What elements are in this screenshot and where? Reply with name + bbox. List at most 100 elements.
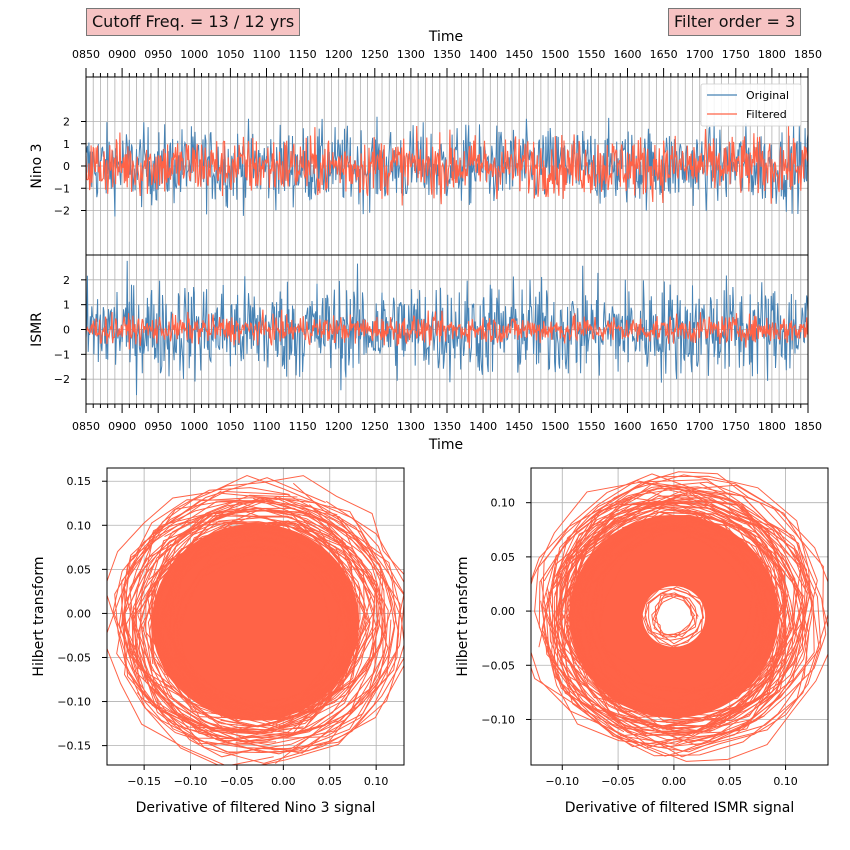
phase-inner-loop: [644, 588, 704, 641]
x-tick-label: 1350: [433, 420, 461, 433]
phase-loop: [540, 471, 818, 747]
x-tick-label: 1750: [722, 48, 750, 61]
x-tick-label: 0950: [144, 420, 172, 433]
phase-loop: [144, 516, 372, 734]
phase-loop: [577, 511, 787, 720]
phase-loop: [165, 516, 367, 710]
phase-loop: [563, 501, 822, 742]
x-tick-label: 0900: [108, 48, 136, 61]
x-axis-bottom: 0850 0900 0950 1000 1050 1100 1150 1200 1250 1300…: [72, 404, 822, 453]
legend: Original Filtered: [700, 83, 802, 127]
x-tick-label: 1100: [253, 420, 281, 433]
phase-loop: [170, 548, 357, 716]
y-tick-label: 0: [63, 324, 70, 337]
phase-loop: [120, 508, 366, 745]
phase-loop: [138, 477, 404, 751]
phase-inner-loop: [653, 593, 694, 638]
phase-loop: [556, 475, 813, 744]
phase-loop: [538, 486, 805, 748]
x-tick-label: 0.10: [364, 775, 389, 788]
phase-loop: [588, 533, 787, 729]
x-tick-label: 1800: [758, 48, 786, 61]
phase-loop: [556, 495, 804, 732]
phase-loop: [134, 497, 354, 716]
y-tick-label: 1: [63, 299, 70, 312]
y-tick-label: 0.00: [491, 605, 516, 618]
phase-loop: [173, 543, 355, 719]
x-tick-label: −0.10: [174, 775, 208, 788]
x-axis-title: Time: [428, 437, 463, 453]
x-axis-title: Time: [428, 29, 463, 45]
x-tick-label: 1850: [794, 48, 822, 61]
phase-loop: [599, 516, 774, 696]
x-tick-label: 1200: [325, 420, 353, 433]
phase-loop: [135, 507, 396, 750]
phase-core: [151, 523, 360, 721]
x-tick-label: 1850: [794, 420, 822, 433]
x-tick-label: 1400: [469, 48, 497, 61]
x-tick-label: 0950: [144, 48, 172, 61]
phase-loop: [132, 531, 347, 733]
timeseries-panel-2: −2 −1 0 1 2 ISMR: [29, 254, 809, 405]
y-tick-label: −0.15: [57, 740, 91, 753]
x-tick-label: 1150: [289, 48, 317, 61]
x-tick-label: 1650: [650, 420, 678, 433]
y-tick-label: 0.10: [67, 519, 92, 532]
x-axis-top: 0850 0900 0950 1000 1050 1100 1150 1200 1250 1300…: [72, 29, 822, 77]
x-tick-label: 0.00: [662, 775, 687, 788]
y-tick-label: 0: [63, 160, 70, 173]
phase-loop: [570, 505, 786, 731]
phase-loop: [549, 493, 777, 713]
phase-loop: [538, 506, 786, 746]
y-tick-label: −2: [54, 373, 70, 386]
phase-loop: [123, 515, 371, 742]
x-tick-label: 1050: [216, 420, 244, 433]
x-tick-label: 1700: [686, 48, 714, 61]
phase-loop: [178, 546, 358, 720]
x-tick-label: 1150: [289, 420, 317, 433]
x-tick-label: −0.05: [220, 775, 254, 788]
filter-order-label: Filter order = 3: [668, 8, 802, 36]
y-tick-label: −0.05: [57, 651, 91, 664]
x-tick-label: 1100: [253, 48, 281, 61]
x-tick-label: 1700: [686, 420, 714, 433]
x-tick-label: −0.05: [601, 775, 635, 788]
legend-label: Original: [746, 89, 789, 102]
x-tick-label: 1250: [361, 48, 389, 61]
panel-frame: [530, 467, 829, 766]
y-tick-label: 2: [63, 274, 70, 287]
x-tick-label: 1250: [361, 420, 389, 433]
phase-loop: [590, 526, 787, 721]
series-line-filtered: [85, 309, 809, 350]
x-tick-label: 1000: [180, 420, 208, 433]
panel-frame: [106, 467, 405, 766]
x-tick-label: 1750: [722, 420, 750, 433]
y-tick-label: −2: [54, 205, 70, 218]
phase-loop: [546, 487, 786, 717]
x-tick-label: 1350: [433, 48, 461, 61]
y-tick-label: 2: [63, 116, 70, 129]
phase-loop: [123, 475, 404, 739]
y-tick-label: −1: [54, 182, 70, 195]
y-tick-label: −0.10: [57, 696, 91, 709]
phase-panel-2: −0.10 −0.05 0.00 0.05 0.10 −0.10 −0.05 0.00 0.05…: [455, 467, 829, 816]
x-tick-label: 1650: [650, 48, 678, 61]
x-tick-label: −0.10: [545, 775, 579, 788]
series-line-filtered: [85, 125, 809, 206]
y-tick-label: −1: [54, 348, 70, 361]
phase-inner-loop: [644, 586, 705, 647]
x-tick-label: 0850: [72, 48, 100, 61]
x-tick-label: 0.10: [773, 775, 798, 788]
phase-loop: [565, 524, 759, 706]
phase-loop: [560, 504, 808, 753]
x-tick-label: 0.00: [271, 775, 296, 788]
x-tick-label: 1300: [397, 420, 425, 433]
phase-loop: [542, 474, 828, 757]
phase-inner-loop: [651, 592, 699, 638]
y-axis-label: Hilbert transform: [455, 556, 471, 676]
phase-loop: [133, 521, 356, 730]
x-tick-label: 0.05: [717, 775, 742, 788]
x-tick-label: 1500: [541, 48, 569, 61]
x-tick-label: −0.15: [127, 775, 161, 788]
